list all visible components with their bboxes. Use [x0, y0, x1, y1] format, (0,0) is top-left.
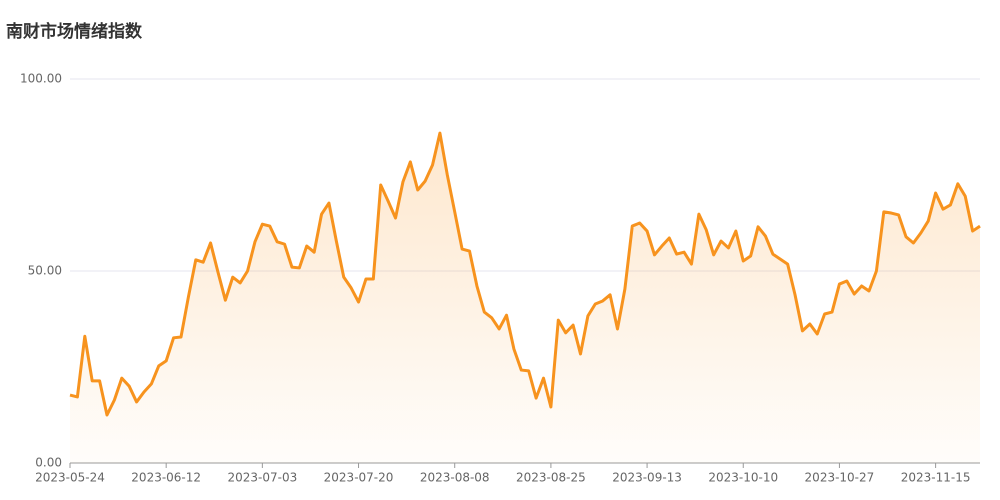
x-tick-label: 2023-11-15	[901, 471, 971, 485]
chart-title: 南财市场情绪指数	[6, 21, 143, 42]
x-tick-label: 2023-07-03	[227, 471, 297, 485]
x-tick-label: 2023-10-10	[708, 471, 778, 485]
x-tick-label: 2023-08-25	[516, 471, 586, 485]
y-tick-label: 100.00	[20, 72, 62, 86]
area	[70, 133, 980, 463]
x-tick-label: 2023-05-24	[35, 471, 105, 485]
y-tick-label: 50.00	[28, 264, 62, 278]
x-tick-label: 2023-09-13	[612, 471, 682, 485]
x-tick-label: 2023-10-27	[805, 471, 875, 485]
line	[69, 131, 981, 417]
x-tick-label: 2023-08-08	[420, 471, 490, 485]
x-tick-label: 2023-06-12	[131, 471, 201, 485]
y-tick-label: 0.00	[35, 456, 62, 470]
x-tick-label: 2023-07-20	[324, 471, 394, 485]
